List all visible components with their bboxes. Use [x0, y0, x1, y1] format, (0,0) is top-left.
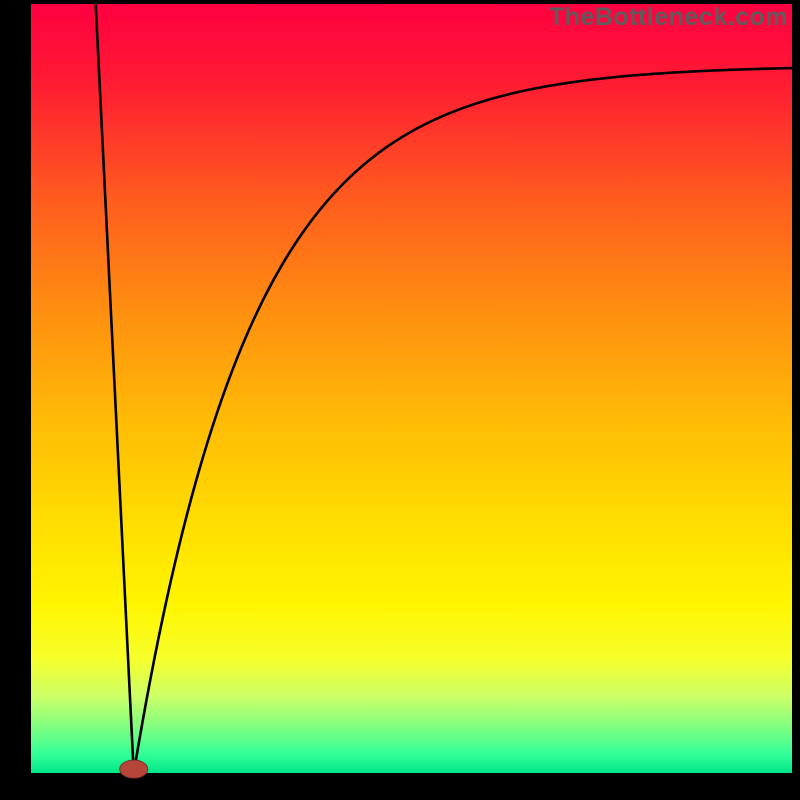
chart-frame: TheBottleneck.com: [0, 0, 800, 800]
bottleneck-chart: [0, 0, 800, 800]
minimum-marker: [120, 760, 148, 778]
watermark-text: TheBottleneck.com: [549, 3, 788, 32]
plot-background: [31, 4, 792, 773]
